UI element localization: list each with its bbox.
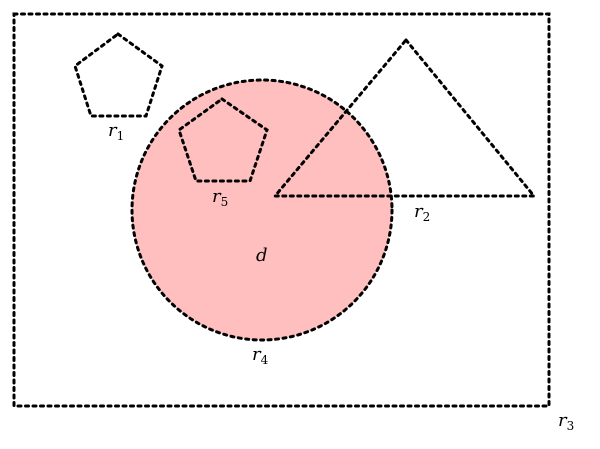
label-r1: r1 xyxy=(108,120,124,143)
pentagon-r1 xyxy=(73,32,164,118)
triangle-r2 xyxy=(271,37,538,198)
label-r2: r2 xyxy=(414,201,430,224)
rectangle-r3 xyxy=(12,12,551,408)
circle-r4 xyxy=(130,78,394,342)
pentagon-r5 xyxy=(177,97,269,183)
label-r5: r5 xyxy=(212,186,228,209)
label-d: d xyxy=(256,245,268,266)
label-r3: r3 xyxy=(558,410,574,433)
label-r4: r4 xyxy=(252,344,269,367)
